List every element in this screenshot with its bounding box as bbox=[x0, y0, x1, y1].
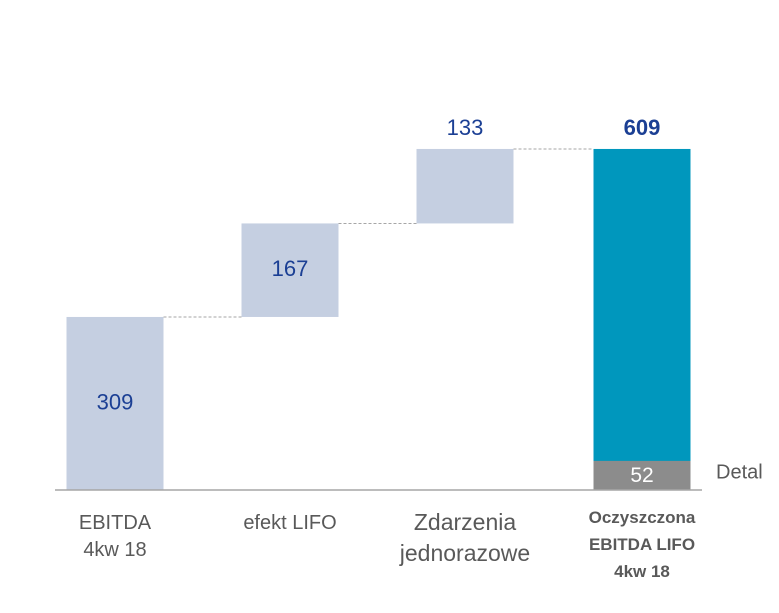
total-bar bbox=[593, 148, 691, 490]
bar bbox=[241, 223, 339, 317]
x-tick-label: efekt LIFO bbox=[243, 512, 336, 534]
x-tick-label: EBITDA 4kw 18 bbox=[79, 512, 152, 561]
segment-name: Detal bbox=[716, 462, 763, 484]
value-label: 309 bbox=[97, 389, 134, 414]
value-label: 167 bbox=[272, 256, 309, 281]
segment-label: 52 bbox=[630, 464, 653, 487]
total-category: Oczyszczona EBITDA LIFO 4kw 18 bbox=[589, 508, 696, 581]
bar bbox=[66, 316, 164, 490]
segment-bar bbox=[593, 460, 691, 490]
bar bbox=[416, 148, 514, 224]
total-label: 609 bbox=[624, 115, 661, 140]
value-label: 133 bbox=[447, 115, 484, 140]
x-tick-label: Zdarzenia jednorazowe bbox=[399, 509, 530, 566]
